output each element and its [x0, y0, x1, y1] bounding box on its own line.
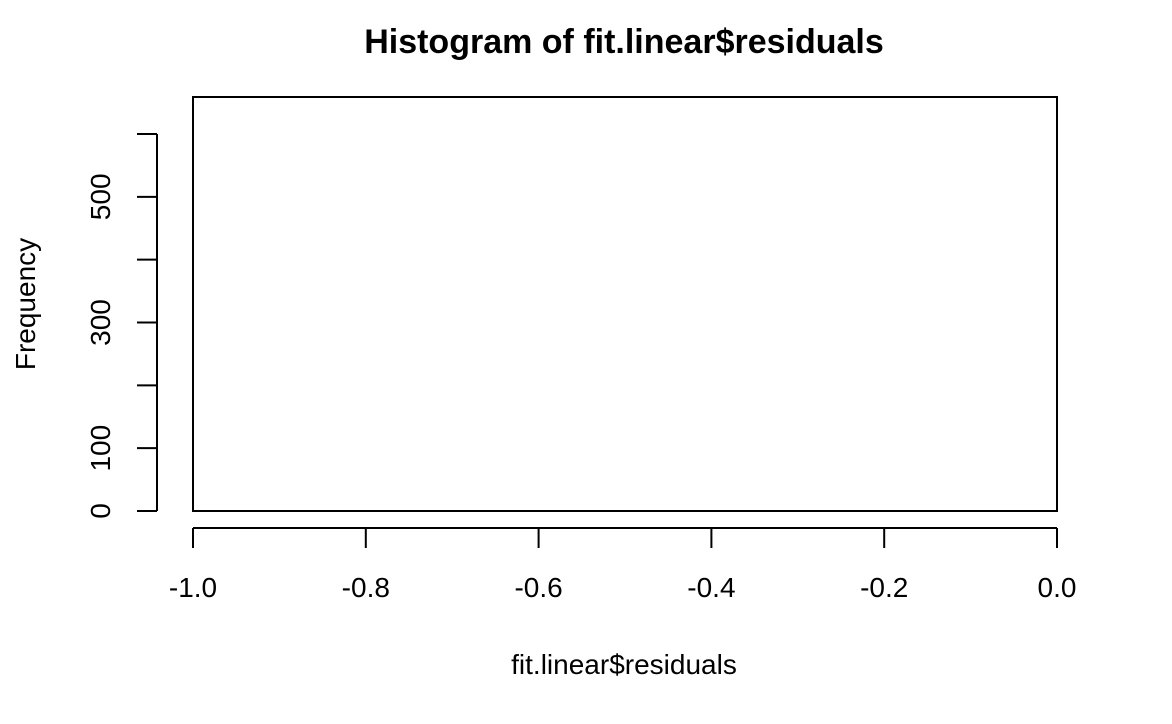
- y-axis-label: Frequency: [10, 238, 41, 370]
- x-tick-label: -0.2: [860, 572, 908, 603]
- x-axis-ticks: -1.0 -0.8 -0.6 -0.4 -0.2 0.0: [169, 528, 1077, 603]
- y-tick-label: 0: [85, 503, 116, 519]
- x-tick-label: -0.8: [342, 572, 390, 603]
- x-tick-label: -0.4: [687, 572, 735, 603]
- y-tick-label: 300: [85, 299, 116, 346]
- x-tick-label: -0.6: [514, 572, 562, 603]
- y-tick-label: 100: [85, 425, 116, 472]
- x-axis-label: fit.linear$residuals: [511, 649, 737, 680]
- plot-frame: [192, 96, 1058, 512]
- x-tick-label: -1.0: [169, 572, 217, 603]
- chart-title: Histogram of fit.linear$residuals: [364, 23, 884, 61]
- y-axis-ticks: 0 100 300 500: [85, 133, 157, 519]
- y-tick-label: 500: [85, 173, 116, 220]
- x-tick-label: 0.0: [1038, 572, 1077, 603]
